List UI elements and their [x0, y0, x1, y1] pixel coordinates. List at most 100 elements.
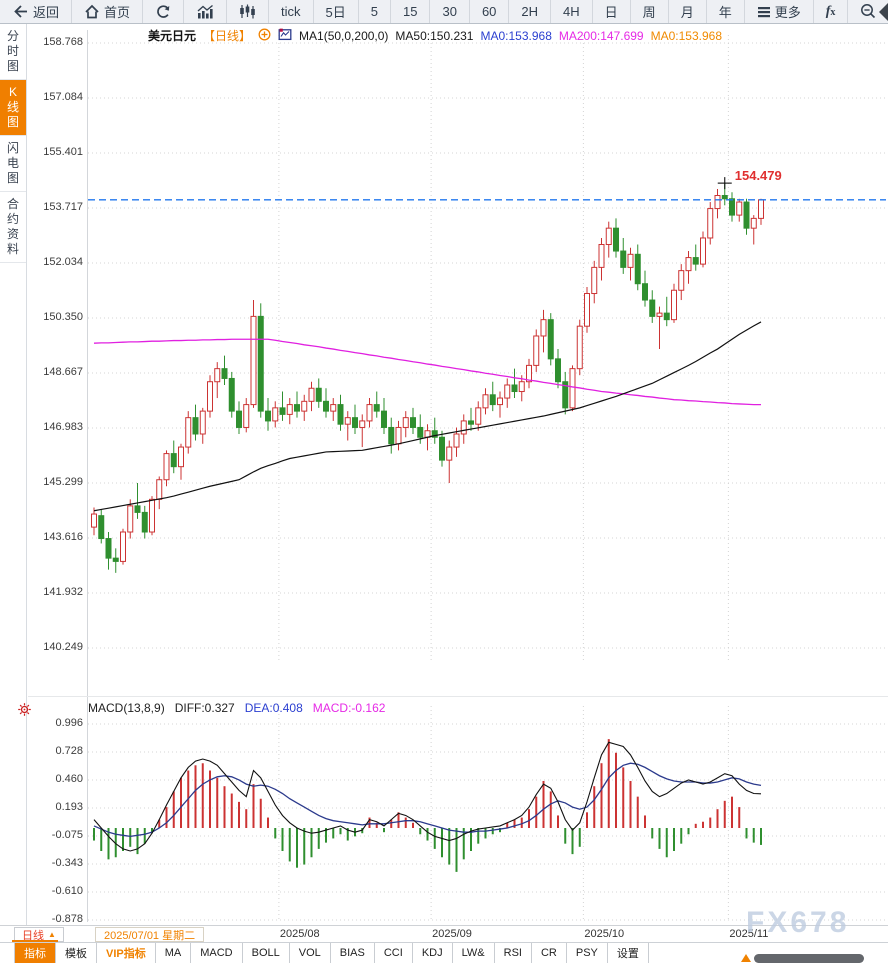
toolbar-30min-button[interactable]: 30: [430, 0, 470, 23]
back-icon: [12, 4, 29, 19]
indicator-tab-2[interactable]: VIP指标: [97, 943, 156, 963]
toolbar-60min-button[interactable]: 60: [470, 0, 510, 23]
indicator-tab-5[interactable]: BOLL: [243, 943, 290, 963]
indicator-tab-0[interactable]: 指标: [14, 943, 56, 963]
gear-icon[interactable]: [17, 702, 32, 722]
toolbar-year-button[interactable]: 年: [707, 0, 745, 23]
main-y-tick: 143.616: [43, 531, 83, 543]
high-price-label: 154.479: [734, 168, 782, 184]
toolbar: 返回 首页 tick 5日 5 15 30 60 2H 4H 日 周 月 年 更多 fx: [0, 0, 888, 24]
macd-y-tick: -0.610: [51, 885, 83, 897]
indicator-tab-7[interactable]: BIAS: [331, 943, 375, 963]
toolbar-60min-label: 60: [481, 4, 497, 19]
ma0-orange-value: MA0:153.968: [650, 28, 722, 43]
toolbar-tick-button[interactable]: tick: [269, 0, 314, 23]
indicator-tab-11[interactable]: RSI: [495, 943, 532, 963]
ma0-blue-value: MA0:153.968: [480, 28, 552, 43]
scrollbar-thumb[interactable]: [754, 954, 864, 963]
symbol-name: 美元日元: [148, 29, 197, 43]
toolbar-month-label: 月: [680, 5, 694, 20]
macd-y-tick: -0.343: [51, 857, 83, 869]
macd-macd-value: MACD:-0.162: [312, 701, 386, 715]
macd-header: MACD(13,8,9) DIFF:0.327 DEA:0.408 MACD:-…: [88, 701, 385, 715]
sidebar-item-0[interactable]: 分时图: [0, 24, 26, 80]
bars-icon: [196, 4, 214, 19]
sidebar-item-2[interactable]: 闪电图: [0, 136, 26, 192]
sidebar-item-char: 料: [6, 242, 19, 256]
watermark: FX678: [746, 906, 850, 939]
sidebar-item-char: 资: [6, 227, 19, 241]
toolbar-5min-button[interactable]: 5: [359, 0, 391, 23]
main-y-tick: 148.667: [43, 366, 83, 378]
indicator-tab-3[interactable]: MA: [156, 943, 192, 963]
main-y-tick: 146.983: [43, 421, 83, 433]
indicator-tab-1[interactable]: 模板: [56, 943, 97, 963]
xaxis-month-label: 2025/09: [432, 928, 472, 940]
indicator-tab-9[interactable]: KDJ: [413, 943, 453, 963]
toolbar-day-button[interactable]: 日: [593, 0, 631, 23]
indicator-tab-10[interactable]: LW&: [453, 943, 495, 963]
macd-y-tick: 0.728: [55, 745, 83, 757]
toolbar-home-button[interactable]: 首页: [72, 0, 144, 23]
macd-y-tick: 0.460: [55, 773, 83, 785]
macd-dea-value: DEA:0.408: [244, 701, 303, 715]
indicator-tabbar: 指标 模板 VIP指标 MA MACD BOLL VOL BIAS CCI KDJ LW& RSI CR…: [0, 942, 888, 963]
macd-y-tick: 0.996: [55, 717, 83, 729]
toolbar-zoom-out-button[interactable]: [848, 0, 888, 23]
ma50-line: [93, 321, 762, 512]
active-tab-underline: [12, 940, 58, 942]
up-arrow-icon: ▲: [48, 929, 56, 939]
xaxis-month-label: 2025/10: [584, 928, 625, 940]
macd-diff-value: DIFF:0.327: [174, 701, 235, 715]
indicator-tab-14[interactable]: 设置: [608, 943, 649, 963]
chart-canvas[interactable]: [0, 0, 888, 925]
period-button-label: 日线: [22, 929, 44, 942]
sidebar-item-char: 图: [6, 171, 19, 185]
toolbar-30min-label: 30: [442, 4, 457, 19]
sidebar-item-char: 约: [6, 212, 19, 226]
toolbar-more-button[interactable]: 更多: [745, 0, 814, 23]
toolbar-5min-label: 5: [370, 4, 378, 19]
toolbar-partial-icon[interactable]: [879, 3, 888, 21]
toolbar-bar-chart-button[interactable]: [184, 0, 228, 23]
toolbar-2h-label: 2H: [521, 4, 539, 19]
indicator-tab-4[interactable]: MACD: [191, 943, 243, 963]
toolbar-refresh-button[interactable]: [143, 0, 185, 23]
scroll-up-arrow-icon[interactable]: [741, 954, 751, 962]
chart-header: 美元日元 【日线】 MA1(50,0,200,0) MA50:150.231 M…: [148, 27, 722, 44]
candles-icon: [239, 4, 256, 19]
toolbar-month-button[interactable]: 月: [669, 0, 707, 23]
indicator-tab-8[interactable]: CCI: [375, 943, 413, 963]
toolbar-2h-button[interactable]: 2H: [509, 0, 552, 23]
main-y-tick: 141.932: [43, 586, 83, 598]
main-y-tick: 155.401: [43, 146, 83, 158]
indicator-tab-13[interactable]: PSY: [567, 943, 608, 963]
toolbar-5d-button[interactable]: 5日: [314, 0, 359, 23]
sidebar-item-char: 闪: [6, 141, 19, 155]
toolbar-15min-button[interactable]: 15: [391, 0, 431, 23]
home-icon: [84, 4, 100, 19]
macd-title: MACD(13,8,9): [88, 701, 165, 715]
toolbar-fx-tool-button[interactable]: fx: [814, 0, 849, 23]
toolbar-back-button[interactable]: 返回: [0, 0, 73, 23]
sidebar-item-3[interactable]: 合约资料: [0, 192, 26, 263]
chart-settings-icon[interactable]: [278, 28, 292, 44]
sidebar-item-char: 图: [6, 59, 19, 73]
sidebar-item-char: 分: [6, 29, 19, 43]
menu-icon: [757, 6, 771, 18]
indicator-tab-12[interactable]: CR: [532, 943, 567, 963]
macd-y-tick: 0.193: [55, 801, 83, 813]
toolbar-candle-chart-button[interactable]: [227, 0, 270, 23]
toolbar-4h-button[interactable]: 4H: [551, 0, 593, 23]
add-circle-icon[interactable]: [258, 28, 271, 44]
dea-line: [93, 762, 762, 838]
toolbar-week-button[interactable]: 周: [631, 0, 669, 23]
indicator-tab-6[interactable]: VOL: [290, 943, 331, 963]
main-y-tick: 152.034: [43, 256, 83, 268]
toolbar-back-label: 返回: [33, 5, 60, 20]
macd-histogram: [93, 739, 762, 872]
main-y-tick: 140.249: [43, 641, 83, 653]
